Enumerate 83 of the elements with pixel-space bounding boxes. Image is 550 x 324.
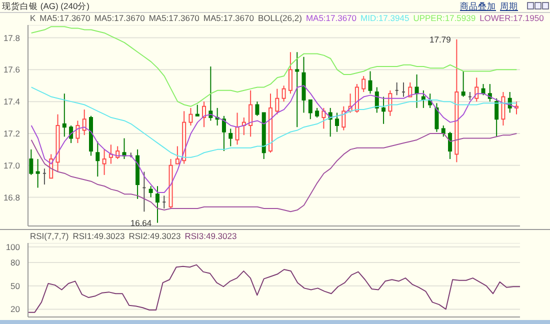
y-tick-label: 17.8: [3, 32, 20, 43]
text: MA5:17.3670: [203, 13, 254, 23]
candlestick: [354, 84, 359, 114]
text: LOWER:17.1950: [480, 13, 544, 23]
candlestick: [222, 115, 226, 152]
y-tick-label: 50: [10, 280, 20, 291]
candlestick: [494, 98, 499, 138]
chart-title: 现货白银 (AG) (240分): [2, 1, 90, 13]
candlestick: [288, 52, 292, 94]
candlestick: [62, 93, 66, 138]
candlestick: [42, 168, 46, 186]
candlestick: [69, 125, 74, 144]
candlestick: [474, 77, 479, 102]
candlestick: [362, 76, 366, 92]
line-series: [30, 26, 518, 107]
candlestick: [441, 125, 446, 138]
text: MA5:17.3670: [94, 13, 145, 23]
y-tick-label: 16.8: [3, 192, 20, 202]
candlestick: [368, 70, 372, 94]
candlestick: [96, 140, 100, 178]
candlestick: [282, 85, 286, 102]
candlestick: [501, 92, 506, 126]
text: MA5:17.3670: [306, 13, 357, 23]
text: RSI(7,7,7): [30, 231, 69, 241]
candlestick: [82, 109, 86, 136]
candlestick: [148, 186, 153, 198]
candlestick: [208, 66, 213, 122]
candlestick: [108, 144, 113, 164]
y-tick-label: 17.4: [3, 96, 20, 107]
candlestick: [162, 195, 166, 209]
text: RSI1:49.3023: [72, 231, 125, 241]
candlestick: [315, 107, 320, 118]
candlestick: [308, 99, 312, 120]
annotation: 17.79: [430, 34, 452, 44]
candlestick: [248, 90, 253, 138]
candlestick: [235, 112, 240, 146]
candlestick: [434, 102, 439, 132]
text: MID:17.3945: [360, 13, 410, 23]
candlestick: [414, 74, 419, 108]
candlestick: [29, 148, 34, 176]
y-tick-label: 80: [10, 257, 20, 268]
text: RSI3:49.3023: [184, 231, 237, 241]
text: BOLL(26,2): [258, 13, 302, 23]
candlestick: [142, 171, 146, 212]
candlestick: [382, 96, 386, 124]
text: K: [30, 13, 36, 23]
candlestick: [202, 101, 206, 128]
candlestick: [76, 120, 80, 144]
candlestick: [228, 128, 233, 147]
candlestick: [195, 104, 200, 116]
annotation: 16.64: [130, 218, 152, 228]
text: RSI2:49.3023: [128, 231, 181, 241]
candlestick: [401, 82, 406, 98]
y-tick-label: 20: [10, 304, 20, 314]
candlestick: [188, 107, 193, 126]
line-series: [30, 86, 518, 158]
y-tick-label: 100: [6, 242, 20, 252]
candlestick: [335, 112, 339, 132]
candlestick: [488, 84, 492, 102]
candlestick: [255, 101, 260, 116]
y-tick-label: 17.2: [3, 128, 20, 138]
candlestick: [116, 146, 120, 160]
candlestick: [374, 86, 379, 114]
candlestick: [36, 158, 40, 188]
candlestick: [295, 52, 300, 128]
candlestick: [448, 131, 452, 160]
text: 周期: [500, 1, 518, 13]
y-tick-label: 17.0: [3, 160, 20, 170]
y-tick-label: 17.6: [3, 64, 20, 75]
candlestick: [461, 70, 466, 98]
candlestick: [102, 148, 106, 176]
text: MA5:17.3670: [148, 13, 200, 23]
candlestick: [155, 186, 160, 224]
candlestick: [342, 106, 346, 131]
candlestick: [408, 82, 412, 98]
text: UPPER:17.5939: [413, 13, 476, 23]
candlestick: [394, 82, 399, 96]
candlestick: [175, 146, 180, 164]
text: 商品叠加: [460, 1, 496, 13]
candlestick: [275, 88, 280, 115]
line-series: [28, 264, 520, 313]
text: MA5:17.3670: [40, 13, 90, 23]
candlestick: [322, 107, 326, 130]
